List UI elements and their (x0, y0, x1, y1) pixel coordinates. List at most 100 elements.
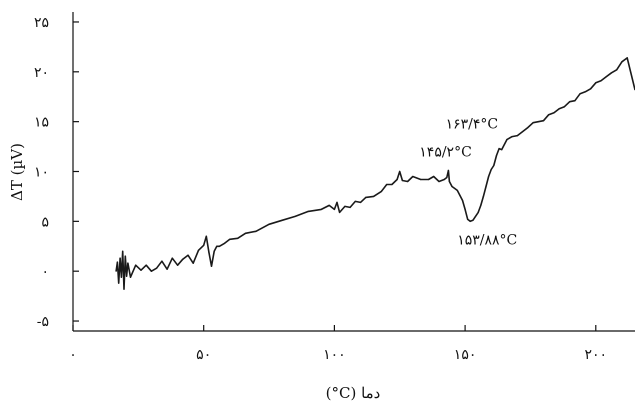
data-point (124, 255, 126, 257)
data-point (116, 261, 118, 263)
y-tick-label: ۰ (41, 264, 49, 280)
data-point (354, 200, 356, 202)
data-point (626, 57, 628, 59)
data-point (140, 269, 142, 271)
data-point (328, 204, 330, 206)
data-point (595, 82, 597, 84)
annotation-label: ۱۶۳/۴°C (446, 117, 499, 133)
data-point (467, 218, 469, 220)
data-point (237, 237, 239, 239)
data-point (281, 219, 283, 221)
data-point (506, 139, 508, 141)
data-point (396, 178, 398, 181)
annotation-label: ۱۵۳/۸۸°C (457, 232, 517, 248)
data-point (488, 175, 490, 178)
series-layer (115, 57, 635, 290)
data-point (145, 264, 147, 266)
annotations-layer: ۱۴۵/۲°C ۱۵۳/۸۸°C ۱۶۳/۴°C (419, 117, 517, 249)
y-tick-label: ۲۵ (34, 15, 49, 31)
y-tick-label: ۱۵ (34, 115, 49, 131)
x-tick-label: ۱۵۰ (454, 347, 477, 363)
data-point (433, 175, 435, 178)
data-point (380, 190, 382, 192)
data-point (307, 210, 309, 212)
y-axis-title: ΔT (µV) (8, 143, 26, 201)
data-point (197, 249, 200, 251)
data-point (501, 149, 503, 151)
data-point (244, 232, 247, 234)
data-point (399, 170, 401, 173)
data-point (464, 208, 466, 210)
data-point (495, 154, 498, 157)
data-point (616, 69, 618, 71)
data-point (600, 80, 602, 82)
data-point (333, 208, 335, 210)
data-point (156, 267, 158, 269)
data-point (229, 238, 231, 240)
data-point (493, 164, 495, 167)
data-point (123, 288, 125, 290)
data-point (482, 195, 484, 197)
data-point (454, 187, 456, 189)
data-point (472, 219, 474, 221)
data-point (448, 180, 450, 183)
data-point (182, 258, 184, 260)
data-point (126, 275, 128, 277)
data-point (218, 245, 220, 247)
data-point (412, 175, 414, 178)
data-point (574, 100, 576, 102)
data-point (171, 257, 173, 259)
x-axis-title: (°C) دما (326, 384, 381, 402)
data-point (407, 180, 409, 183)
data-point (255, 230, 257, 232)
data-point (498, 148, 500, 150)
data-point (537, 121, 539, 123)
data-point (438, 180, 440, 183)
data-point (119, 257, 121, 259)
data-point (548, 114, 550, 116)
data-point (120, 276, 122, 278)
data-point (294, 215, 296, 217)
data-point (542, 120, 545, 122)
data-point (344, 205, 346, 207)
data-point (558, 108, 560, 110)
data-point (161, 260, 163, 262)
y-tick-label: ۱۰ (34, 165, 49, 181)
data-point (563, 106, 566, 108)
data-point (177, 264, 179, 266)
annotation-label: ۱۴۵/۲°C (419, 145, 472, 161)
data-point (532, 122, 534, 124)
data-point (590, 88, 592, 90)
data-point (480, 204, 482, 206)
data-point (401, 179, 403, 182)
data-point (320, 208, 322, 210)
x-tick-label: ۵۰ (196, 347, 211, 363)
data-point (203, 244, 205, 246)
data-point (210, 265, 213, 267)
data-point (527, 127, 529, 129)
data-point (427, 178, 430, 181)
data-point (122, 250, 124, 252)
data-point (192, 262, 194, 264)
data-point (461, 199, 464, 201)
data-point (129, 276, 132, 278)
ticks: ۰ ۵۰ ۱۰۰ ۱۵۰ ۲۰۰ -۵ ۰ ۵ ۱۰ ۱۵ ۲۰ ۲۵ (34, 15, 607, 363)
data-point (268, 223, 270, 225)
data-point (605, 76, 607, 78)
data-point (490, 168, 492, 171)
data-point (522, 131, 524, 133)
data-point (553, 112, 555, 114)
data-point (610, 72, 613, 74)
series-line (115, 57, 635, 290)
data-point (451, 185, 453, 188)
data-point (373, 195, 375, 197)
data-point (365, 196, 367, 198)
data-point (150, 270, 152, 272)
data-point (456, 189, 458, 191)
data-point (391, 183, 393, 186)
x-tick-label: ۰ (69, 347, 77, 363)
data-point (511, 136, 513, 138)
data-point (443, 178, 445, 181)
axes (72, 12, 635, 332)
data-point (127, 262, 129, 264)
